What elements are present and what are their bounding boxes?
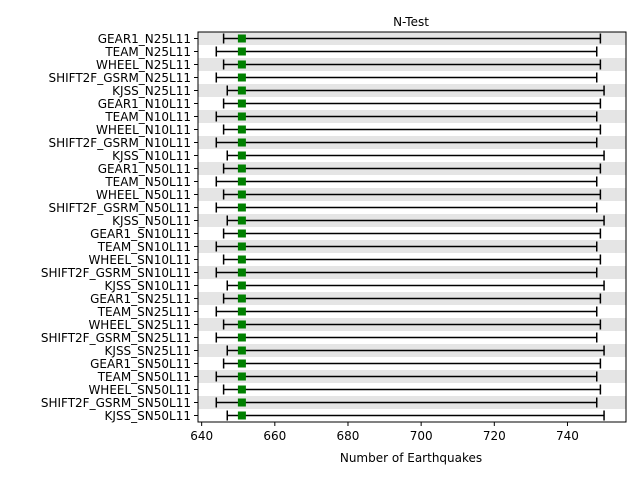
observed-marker <box>237 255 246 264</box>
row-label: TEAM_SN50L11 <box>97 370 191 384</box>
observed-marker <box>237 359 246 368</box>
x-tick-label: 740 <box>556 429 579 443</box>
x-axis: 640 660 680 700 720 740 <box>190 422 579 443</box>
row-label: KJSS_SN50L11 <box>105 409 191 423</box>
row-label: TEAM_N25L11 <box>104 45 191 59</box>
row-labels: GEAR1_N25L11TEAM_N25L11WHEEL_N25L11SHIFT… <box>41 32 198 423</box>
row-label: KJSS_SN10L11 <box>105 279 191 293</box>
observed-marker <box>237 164 246 173</box>
row-label: KJSS_SN25L11 <box>105 344 191 358</box>
row-label: SHIFT2F_GSRM_SN10L11 <box>41 266 191 280</box>
plot-frame <box>197 31 627 423</box>
x-tick-label: 640 <box>190 429 213 443</box>
row-label: GEAR1_N10L11 <box>98 97 191 111</box>
observed-marker <box>237 60 246 69</box>
observed-marker <box>237 203 246 212</box>
row-label: WHEEL_SN10L11 <box>88 253 191 267</box>
observed-marker <box>237 372 246 381</box>
row-label: GEAR1_SN50L11 <box>90 357 191 371</box>
row-label: WHEEL_N10L11 <box>96 123 191 137</box>
row-label: WHEEL_SN25L11 <box>88 318 191 332</box>
observed-marker <box>237 125 246 134</box>
chart-title: N-Test <box>393 15 429 29</box>
observed-marker <box>237 47 246 56</box>
observed-marker <box>237 112 246 121</box>
observed-marker <box>237 346 246 355</box>
observed-marker <box>237 138 246 147</box>
row-label: WHEEL_SN50L11 <box>88 383 191 397</box>
row-label: SHIFT2F_GSRM_N25L11 <box>48 71 191 85</box>
x-tick-label: 680 <box>337 429 360 443</box>
row-label: GEAR1_SN25L11 <box>90 292 191 306</box>
row-label: TEAM_N10L11 <box>104 110 191 124</box>
row-label: SHIFT2F_GSRM_SN50L11 <box>41 396 191 410</box>
observed-marker <box>237 411 246 420</box>
observed-marker <box>237 229 246 238</box>
row-label: KJSS_N50L11 <box>112 214 191 228</box>
observed-marker <box>237 190 246 199</box>
observed-marker <box>237 177 246 186</box>
x-tick-label: 660 <box>263 429 286 443</box>
row-label: GEAR1_N25L11 <box>98 32 191 46</box>
x-axis-label: Number of Earthquakes <box>340 451 482 465</box>
observed-marker <box>237 216 246 225</box>
observed-marker <box>237 73 246 82</box>
row-label: GEAR1_N50L11 <box>98 162 191 176</box>
observed-marker <box>237 242 246 251</box>
observed-marker <box>237 398 246 407</box>
observed-marker <box>237 99 246 108</box>
row-label: WHEEL_N25L11 <box>96 58 191 72</box>
row-label: TEAM_N50L11 <box>104 175 191 189</box>
interval-marks <box>215 33 605 421</box>
row-label: TEAM_SN25L11 <box>97 305 191 319</box>
row-label: SHIFT2F_GSRM_SN25L11 <box>41 331 191 345</box>
x-tick-label: 720 <box>483 429 506 443</box>
row-label: SHIFT2F_GSRM_N50L11 <box>48 201 191 215</box>
observed-marker <box>237 294 246 303</box>
observed-marker <box>237 307 246 316</box>
row-label: KJSS_N25L11 <box>112 84 191 98</box>
observed-marker <box>237 385 246 394</box>
observed-marker <box>237 333 246 342</box>
observed-marker <box>237 320 246 329</box>
observed-marker <box>237 151 246 160</box>
row-label: TEAM_SN10L11 <box>97 240 191 254</box>
row-label: SHIFT2F_GSRM_N10L11 <box>48 136 191 150</box>
row-label: WHEEL_N50L11 <box>96 188 191 202</box>
observed-marker <box>237 281 246 290</box>
x-tick-label: 700 <box>410 429 433 443</box>
observed-marker <box>237 268 246 277</box>
row-label: KJSS_N10L11 <box>112 149 191 163</box>
row-label: GEAR1_SN10L11 <box>90 227 191 241</box>
observed-marker <box>237 86 246 95</box>
observed-marker <box>237 34 246 43</box>
